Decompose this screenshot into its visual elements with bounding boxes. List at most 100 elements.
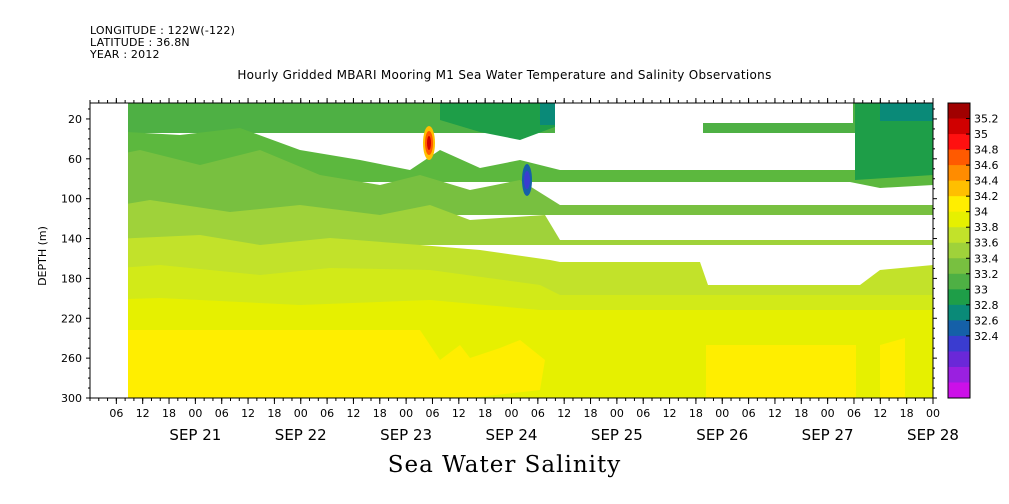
x-tick-label: 06 [636,407,650,420]
missing-sep25 [555,103,703,162]
x-tick-label: 00 [294,407,308,420]
colorbar-segment [948,227,970,244]
y-tick-label: 60 [68,153,82,166]
x-tick-label: 12 [241,407,255,420]
colorbar-label: 32.6 [974,314,999,327]
x-tick-label: 18 [373,407,387,420]
x-day-label: SEP 23 [380,426,432,444]
band-34-4c [880,338,905,398]
colorbar-segment [948,273,970,290]
dark-patch-sep27 [855,103,933,180]
missing-sep26 [703,103,853,123]
y-axis-label: DEPTH (m) [36,226,49,286]
band-34-4b [706,345,856,398]
colorbar-segment [948,366,970,383]
colorbar-segment [948,211,970,228]
colorbar-label: 35 [974,128,988,141]
x-day-label: SEP 21 [169,426,221,444]
x-tick-label: 00 [926,407,940,420]
colorbar-segment [948,180,970,197]
colorbar-label: 35.2 [974,113,999,126]
teal-patch-sep27 [880,103,933,121]
x-tick-label: 18 [794,407,808,420]
chart-caption: Sea Water Salinity [387,452,622,478]
x-tick-label: 12 [136,407,150,420]
x-tick-label: 12 [346,407,360,420]
x-tick-label: 12 [557,407,571,420]
x-day-label: SEP 24 [486,426,538,444]
x-tick-label: 00 [399,407,413,420]
colorbar-label: 33.6 [974,237,999,250]
colorbar-segment [948,149,970,166]
x-tick-label: 12 [663,407,677,420]
colorbar-label: 32.8 [974,299,999,312]
colorbar-label: 34.6 [974,159,999,172]
x-tick-label: 06 [742,407,756,420]
colorbar-label: 34.2 [974,190,999,203]
colorbar-label: 33.4 [974,252,999,265]
x-tick-label: 00 [505,407,519,420]
y-tick-label: 300 [61,392,82,405]
longitude-label: LONGITUDE : 122W(-122) [90,24,236,37]
colorbar-label: 32.4 [974,330,999,343]
x-day-label: SEP 22 [275,426,327,444]
x-tick-label: 00 [715,407,729,420]
colorbar-label: 34.4 [974,175,999,188]
colorbar-label: 33.2 [974,268,999,281]
x-tick-label: 00 [610,407,624,420]
dark-patch-sep24 [440,103,560,140]
colorbar-frame [947,102,971,399]
missing-left [90,103,128,398]
x-tick-label: 06 [215,407,229,420]
x-tick-label: 06 [425,407,439,420]
x-tick-label: 18 [267,407,281,420]
x-tick-label: 06 [320,407,334,420]
x-tick-label: 18 [900,407,914,420]
colorbar-label: 34.8 [974,144,999,157]
latitude-label: LATITUDE : 36.8N [90,36,190,49]
colorbar-segment [948,320,970,337]
colorbar-label: 33.8 [974,221,999,234]
x-tick-label: 06 [847,407,861,420]
chart-title: Hourly Gridded MBARI Mooring M1 Sea Wate… [237,68,772,82]
colorbar-segment [948,289,970,306]
y-tick-label: 140 [61,233,82,246]
colorbar-segment [948,242,970,259]
salinity-field [90,103,933,398]
colorbar-segment [948,118,970,135]
colorbar-segment [948,351,970,368]
colorbar-label: 34 [974,206,988,219]
x-day-label: SEP 26 [696,426,748,444]
colorbar-segment [948,382,970,399]
x-tick-label: 12 [452,407,466,420]
colorbar-segment [948,103,970,120]
y-tick-label: 100 [61,193,82,206]
colorbar-segment [948,335,970,352]
colorbar-segment [948,258,970,275]
x-day-label: SEP 28 [907,426,959,444]
x-day-label: SEP 27 [802,426,854,444]
x-tick-label: 00 [188,407,202,420]
year-label: YEAR : 2012 [90,48,160,61]
x-tick-label: 18 [478,407,492,420]
y-tick-label: 180 [61,272,82,285]
y-tick-label: 20 [68,113,82,126]
x-tick-label: 18 [162,407,176,420]
colorbar-segment [948,304,970,321]
y-tick-label: 220 [61,312,82,325]
band-33-8 [90,200,933,245]
colorbar: 35.2 35 34.8 34.6 34.4 34.2 34 33.8 33.6 33.4 33.2… [947,102,999,399]
x-tick-label: 00 [821,407,835,420]
x-tick-label: 18 [584,407,598,420]
x-tick-label: 12 [873,407,887,420]
x-day-label: SEP 25 [591,426,643,444]
band-34-4 [128,330,545,398]
anomaly-high-core [427,136,431,150]
x-tick-label: 18 [689,407,703,420]
x-tick-label: 06 [531,407,545,420]
y-tick-label: 260 [61,352,82,365]
band-33-6 [90,150,933,215]
x-tick-label: 06 [109,407,123,420]
colorbar-segment [948,165,970,182]
